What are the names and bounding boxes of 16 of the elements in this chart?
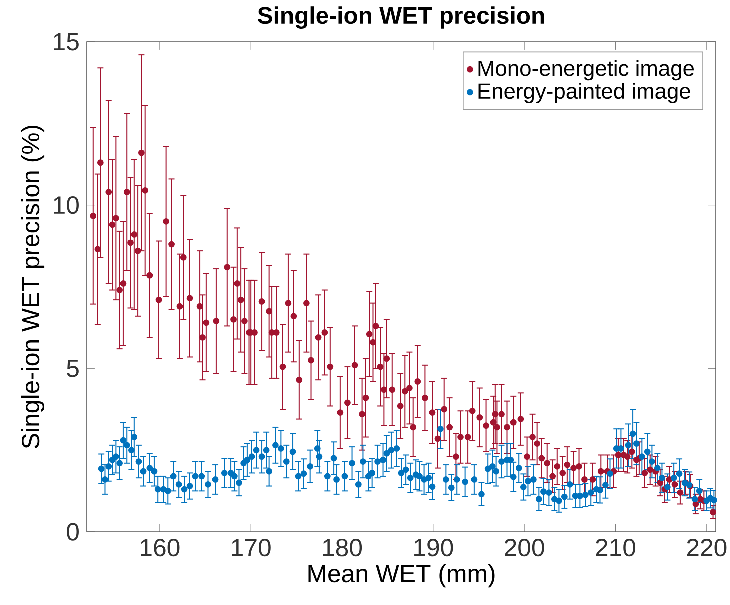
x-tick-label: 180: [323, 539, 362, 557]
x-tick-label: 190: [414, 539, 454, 557]
x-tick-label: 200: [505, 539, 544, 557]
y-axis-title: Single-ion WET precision (%): [21, 126, 45, 449]
x-tick-label: 210: [596, 539, 636, 557]
y-tick-label: 10: [54, 196, 79, 214]
legend-label: Energy-painted image: [478, 83, 690, 104]
chart-title: Single-ion WET precision: [258, 6, 544, 29]
x-tick-label: 170: [232, 539, 271, 557]
x-axis-title: Mean WET (mm): [308, 564, 495, 588]
y-tick-label: 5: [67, 360, 79, 378]
legend-label: Mono-energetic image: [478, 60, 694, 81]
y-tick-label: 0: [67, 523, 79, 541]
y-tick-label: 15: [54, 33, 79, 51]
x-tick-label: 160: [141, 539, 180, 557]
x-tick-label: 220: [687, 539, 727, 557]
